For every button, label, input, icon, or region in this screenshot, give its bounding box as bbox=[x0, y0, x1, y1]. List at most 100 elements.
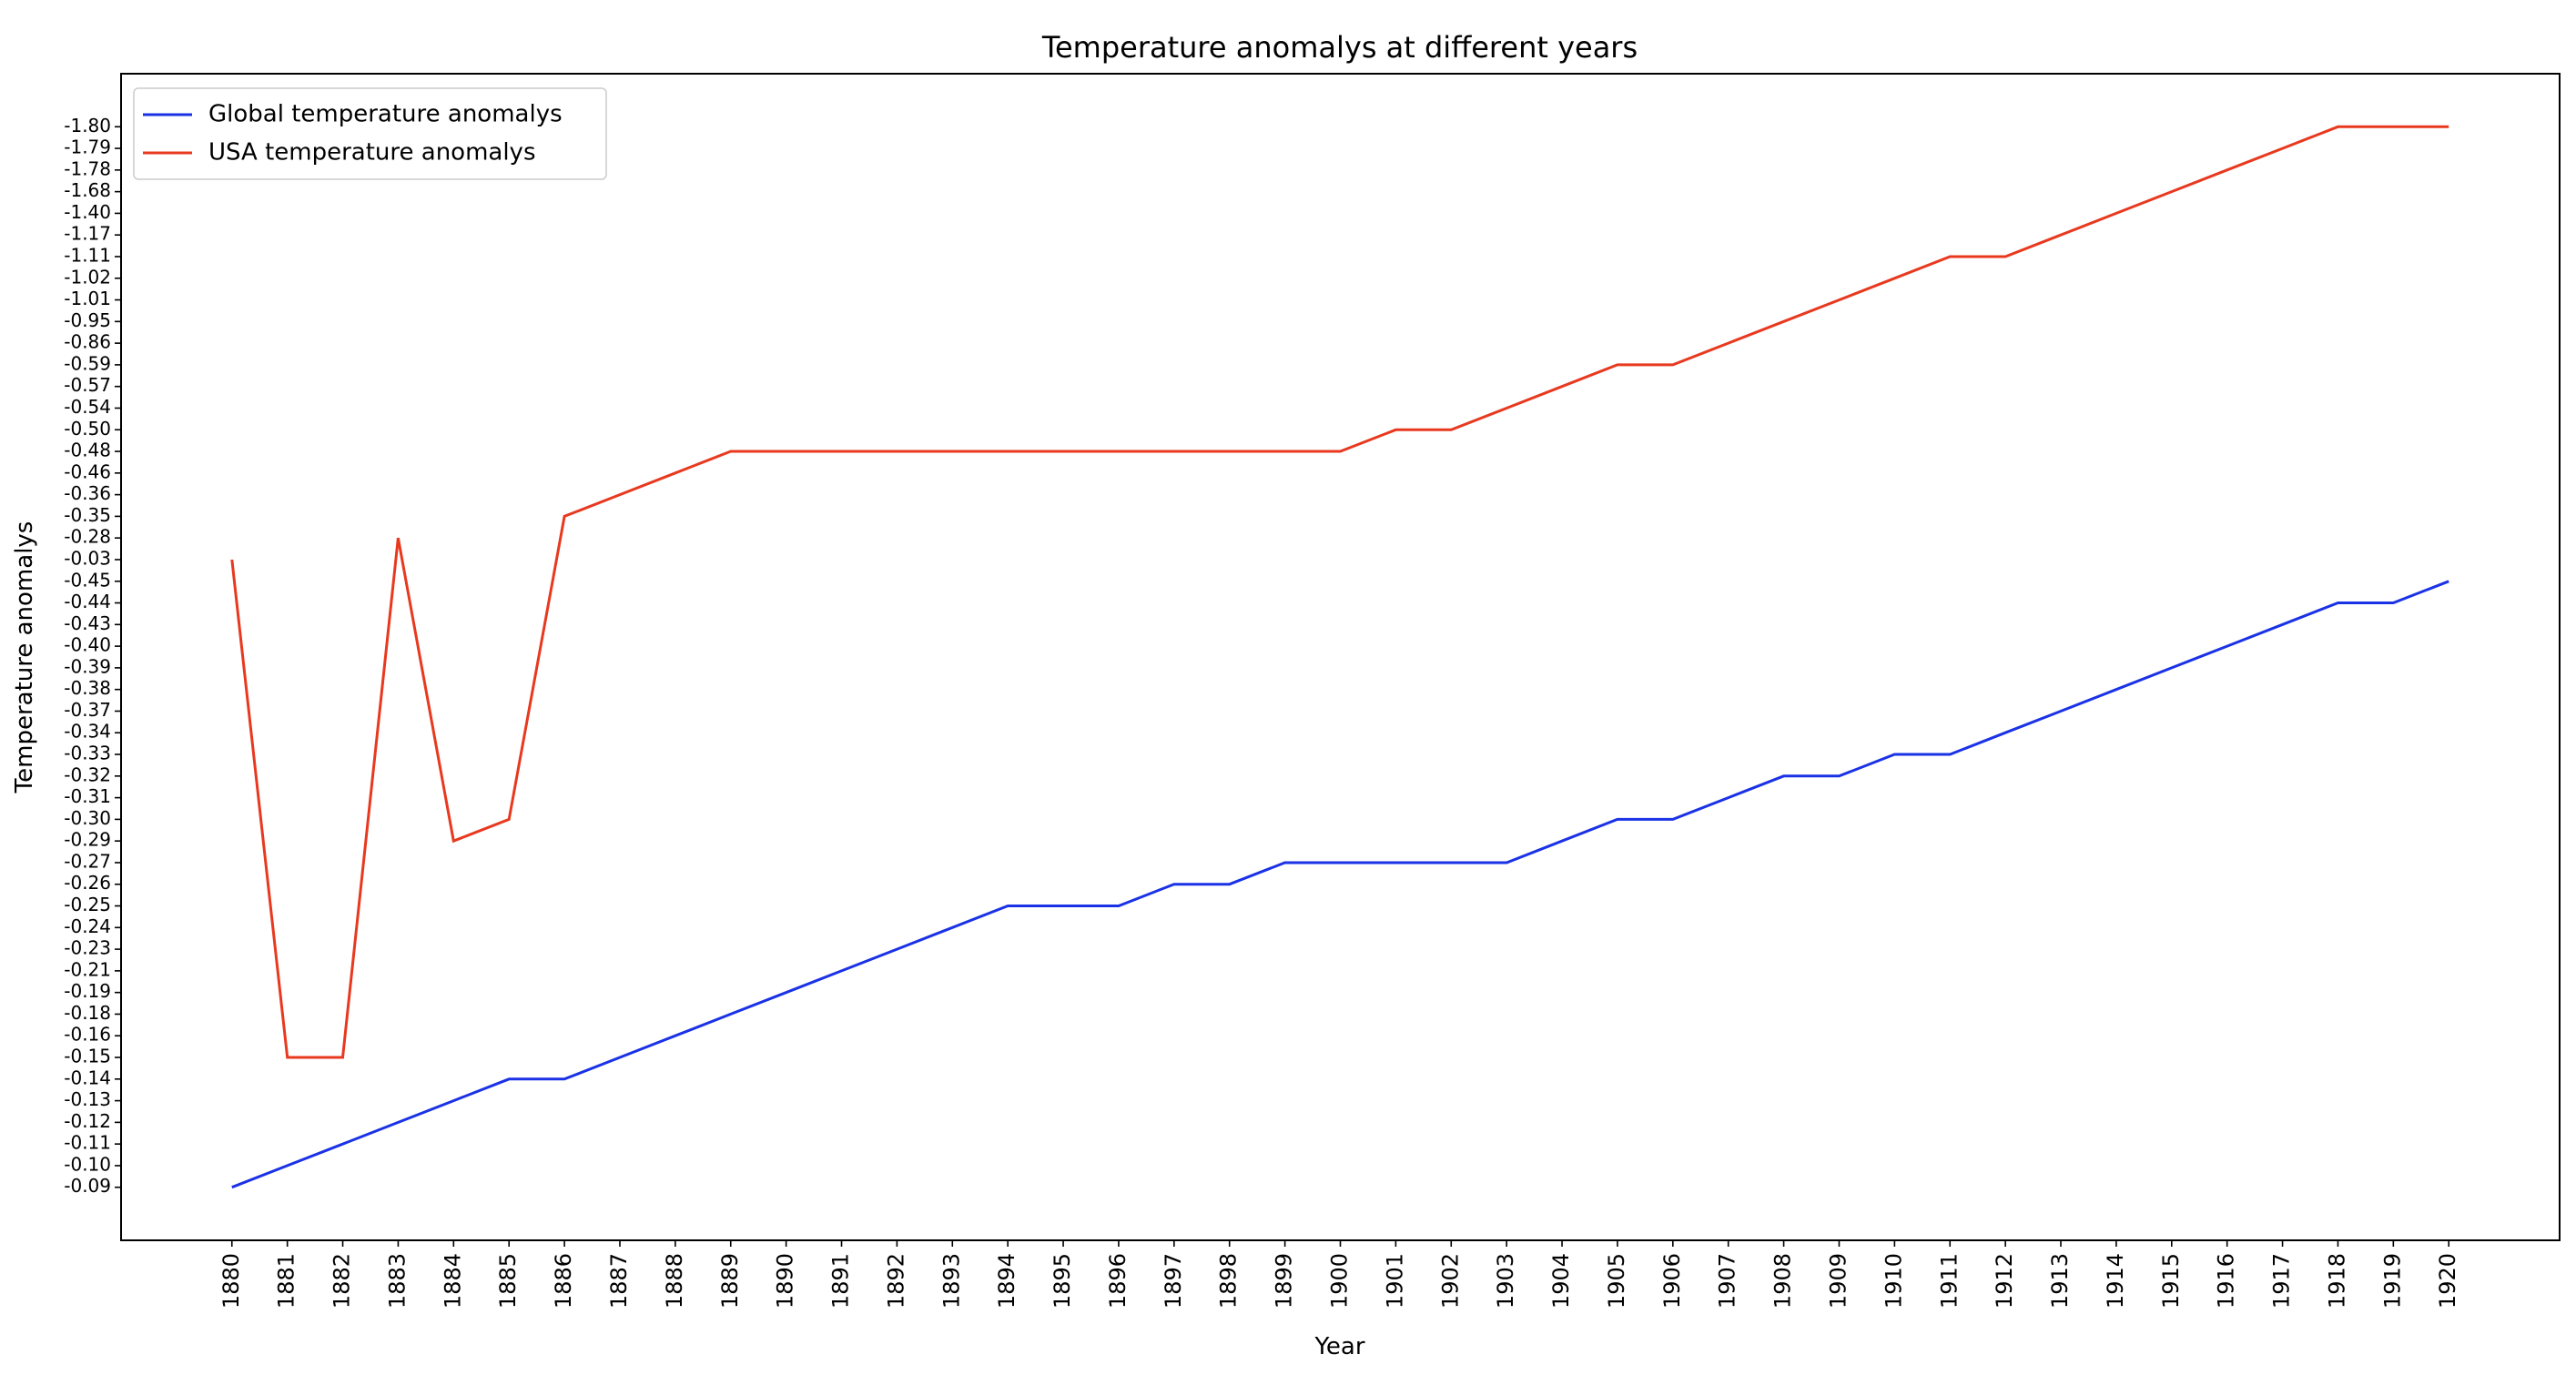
x-tick-label: 1896 bbox=[1105, 1253, 1131, 1309]
y-tick-label: -0.16 bbox=[64, 1024, 111, 1046]
y-tick-label: -1.01 bbox=[64, 288, 111, 309]
x-tick-label: 1894 bbox=[994, 1253, 1019, 1309]
y-tick-label: -0.40 bbox=[64, 634, 111, 656]
x-tick-label: 1910 bbox=[1881, 1253, 1906, 1309]
legend-label: Global temperature anomalys bbox=[208, 101, 563, 128]
y-tick-label: -1.80 bbox=[64, 115, 111, 136]
y-tick-label: -0.14 bbox=[64, 1067, 111, 1088]
y-tick-label: -0.32 bbox=[64, 763, 111, 785]
y-tick-label: -0.50 bbox=[64, 418, 111, 440]
x-tick-label: 1900 bbox=[1327, 1253, 1353, 1309]
legend-label: USA temperature anomalys bbox=[208, 139, 536, 167]
y-tick-label: -0.23 bbox=[64, 937, 111, 959]
y-axis-label: Temperature anomalys bbox=[11, 521, 38, 794]
y-tick-label: -1.02 bbox=[64, 266, 111, 288]
x-tick-label: 1892 bbox=[883, 1253, 908, 1309]
x-tick-label: 1889 bbox=[717, 1253, 743, 1309]
y-tick-label: -0.25 bbox=[64, 894, 111, 915]
y-tick-label: -0.44 bbox=[64, 591, 111, 612]
y-tick-label: -0.28 bbox=[64, 526, 111, 548]
x-axis-label: Year bbox=[1313, 1333, 1364, 1360]
data-line bbox=[230, 125, 2449, 1059]
y-tick-label: -0.57 bbox=[64, 374, 111, 396]
x-tick-label: 1920 bbox=[2435, 1253, 2460, 1309]
y-tick-label: -0.33 bbox=[64, 743, 111, 764]
y-tick-label: -0.46 bbox=[64, 460, 111, 482]
x-tick-label: 1888 bbox=[662, 1253, 687, 1309]
x-tick-label: 1885 bbox=[495, 1253, 521, 1309]
x-tick-label: 1887 bbox=[606, 1253, 632, 1309]
x-tick-label: 1893 bbox=[938, 1253, 964, 1309]
x-tick-label: 1883 bbox=[384, 1253, 410, 1309]
x-tick-label: 1902 bbox=[1437, 1253, 1463, 1309]
y-tick-label: -0.29 bbox=[64, 829, 111, 851]
y-tick-label: -0.15 bbox=[64, 1046, 111, 1067]
plot-frame bbox=[120, 73, 2561, 1241]
y-tick-label: -0.34 bbox=[64, 721, 111, 743]
y-tick-label: -0.30 bbox=[64, 807, 111, 829]
y-tick-label: -1.79 bbox=[64, 136, 111, 158]
legend-box bbox=[133, 87, 607, 180]
x-tick-label: 1899 bbox=[1272, 1253, 1297, 1309]
y-tick-label: -0.12 bbox=[64, 1110, 111, 1132]
y-tick-label: -0.39 bbox=[64, 655, 111, 677]
x-tick-label: 1911 bbox=[1936, 1253, 1962, 1309]
y-tick-label: -0.45 bbox=[64, 569, 111, 591]
x-tick-label: 1914 bbox=[2103, 1253, 2128, 1309]
y-tick-label: -0.59 bbox=[64, 352, 111, 374]
x-tick-label: 1895 bbox=[1050, 1253, 1075, 1309]
y-tick-label: -0.03 bbox=[64, 547, 111, 569]
y-tick-label: -0.38 bbox=[64, 677, 111, 699]
x-tick-label: 1905 bbox=[1604, 1253, 1629, 1309]
y-tick-label: -0.09 bbox=[64, 1175, 111, 1197]
y-tick-label: -1.17 bbox=[64, 223, 111, 245]
x-tick-label: 1918 bbox=[2324, 1253, 2349, 1309]
chart-title: Temperature anomalys at different years bbox=[1041, 30, 1638, 65]
y-tick-label: -0.27 bbox=[64, 850, 111, 872]
y-tick-label: -0.86 bbox=[64, 331, 111, 353]
x-tick-label: 1884 bbox=[440, 1253, 465, 1309]
x-tick-label: 1882 bbox=[330, 1253, 355, 1309]
y-tick-label: -0.24 bbox=[64, 915, 111, 937]
y-tick-label: -0.26 bbox=[64, 872, 111, 894]
x-tick-label: 1916 bbox=[2214, 1253, 2239, 1309]
x-tick-label: 1915 bbox=[2158, 1253, 2184, 1309]
x-tick-label: 1880 bbox=[218, 1253, 244, 1309]
y-tick-label: -0.11 bbox=[64, 1132, 111, 1154]
y-tick-label: -1.68 bbox=[64, 179, 111, 201]
x-tick-label: 1904 bbox=[1548, 1253, 1574, 1309]
x-tick-label: 1906 bbox=[1659, 1253, 1685, 1309]
x-tick-label: 1909 bbox=[1825, 1253, 1851, 1309]
y-tick-label: -1.40 bbox=[64, 201, 111, 223]
y-tick-label: -0.31 bbox=[64, 785, 111, 807]
x-tick-label: 1913 bbox=[2047, 1253, 2073, 1309]
y-tick-label: -0.18 bbox=[64, 1002, 111, 1024]
x-tick-label: 1881 bbox=[274, 1253, 299, 1309]
y-tick-label: -0.13 bbox=[64, 1088, 111, 1110]
x-tick-label: 1912 bbox=[1992, 1253, 2017, 1309]
x-tick-label: 1886 bbox=[551, 1253, 576, 1309]
x-tick-label: 1907 bbox=[1715, 1253, 1740, 1309]
y-tick-label: -1.11 bbox=[64, 244, 111, 266]
x-tick-label: 1901 bbox=[1382, 1253, 1407, 1309]
x-tick-label: 1908 bbox=[1770, 1253, 1796, 1309]
y-tick-label: -0.36 bbox=[64, 482, 111, 504]
y-tick-label: -0.37 bbox=[64, 699, 111, 721]
x-tick-label: 1897 bbox=[1161, 1253, 1186, 1309]
y-tick-label: -0.19 bbox=[64, 980, 111, 1002]
y-tick-label: -0.48 bbox=[64, 440, 111, 461]
x-tick-label: 1898 bbox=[1216, 1253, 1242, 1309]
y-tick-label: -0.54 bbox=[64, 396, 111, 418]
y-tick-label: -1.78 bbox=[64, 157, 111, 179]
y-tick-label: -0.43 bbox=[64, 612, 111, 634]
x-tick-label: 1903 bbox=[1493, 1253, 1518, 1309]
x-tick-label: 1919 bbox=[2379, 1253, 2405, 1309]
y-tick-label: -0.21 bbox=[64, 958, 111, 980]
x-tick-label: 1891 bbox=[828, 1253, 854, 1309]
y-tick-label: -0.35 bbox=[64, 504, 111, 526]
x-tick-label: 1890 bbox=[773, 1253, 798, 1309]
y-tick-label: -0.10 bbox=[64, 1153, 111, 1175]
data-line bbox=[231, 580, 2449, 1189]
